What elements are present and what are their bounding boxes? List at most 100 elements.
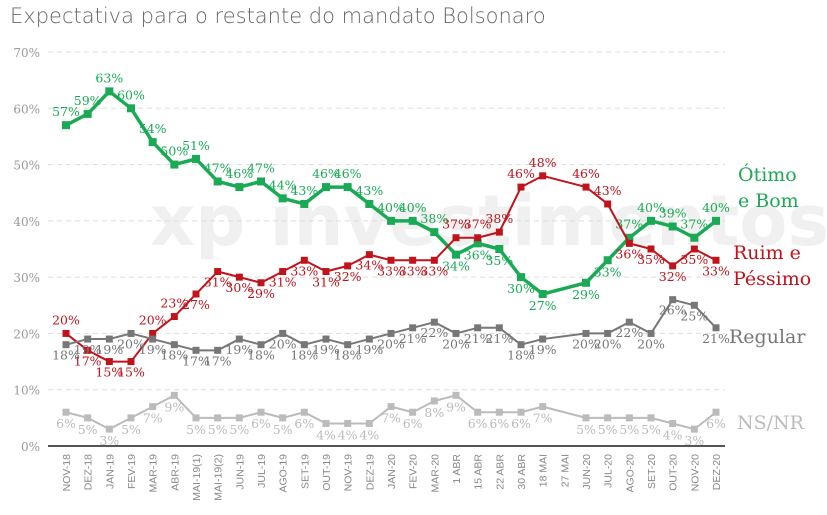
data-label: 30% — [507, 281, 535, 296]
data-label: 43% — [594, 183, 622, 198]
data-label: 20% — [637, 336, 665, 351]
data-label: 18% — [290, 348, 318, 363]
data-point — [604, 414, 612, 422]
data-label: 6% — [706, 416, 726, 431]
data-point — [84, 414, 92, 422]
x-tick-label: JUL-20 — [603, 454, 615, 488]
data-point — [344, 341, 352, 349]
x-tick-label: ABR-19 — [169, 454, 181, 491]
data-point — [430, 228, 439, 237]
data-point — [582, 414, 590, 422]
data-label: 19% — [225, 342, 253, 357]
data-point — [62, 408, 70, 416]
data-label: 48% — [529, 155, 557, 170]
data-label: 19% — [355, 342, 383, 357]
data-label: 5% — [78, 422, 98, 437]
data-label: 17% — [204, 353, 232, 368]
data-point — [343, 183, 352, 192]
data-label: 21% — [702, 331, 730, 346]
data-label: 4% — [663, 427, 683, 442]
data-label: 19% — [312, 342, 340, 357]
y-tick-label: 20% — [13, 327, 40, 341]
data-label: 36% — [464, 247, 492, 262]
data-point — [257, 279, 265, 287]
x-tick-label: JUN-19 — [234, 454, 246, 490]
data-point — [669, 262, 677, 270]
data-label: 31% — [204, 275, 232, 290]
data-point — [452, 391, 460, 399]
data-label: 6% — [403, 416, 423, 431]
data-point — [322, 419, 330, 427]
data-label: 31% — [269, 275, 297, 290]
data-point — [712, 256, 720, 264]
data-point — [690, 245, 698, 253]
data-point — [669, 296, 677, 304]
data-label: 47% — [204, 160, 232, 175]
data-point — [192, 290, 200, 298]
x-tick-label: FEV-20 — [408, 454, 420, 489]
data-point — [495, 408, 503, 416]
data-label: 6% — [489, 416, 509, 431]
data-label: 37% — [680, 217, 708, 232]
data-point — [279, 414, 287, 422]
x-tick-label: MAR-19 — [148, 454, 160, 493]
data-point — [387, 329, 395, 337]
legend-otimo-line2: e Bom — [738, 190, 799, 212]
x-tick-label: DEZ-18 — [83, 454, 95, 490]
data-label: 36% — [615, 246, 643, 261]
data-label: 9% — [446, 399, 466, 414]
data-point — [257, 177, 265, 186]
data-point — [257, 341, 265, 349]
data-label: 4% — [316, 427, 336, 442]
data-point — [473, 239, 482, 248]
data-label: 32% — [659, 269, 687, 284]
data-label: 18% — [160, 348, 188, 363]
data-label: 35% — [637, 252, 665, 267]
data-label: 5% — [576, 422, 596, 437]
data-point — [474, 234, 482, 242]
data-point — [192, 414, 200, 422]
y-tick-label: 50% — [13, 159, 40, 173]
data-point — [127, 104, 135, 113]
x-tick-label: 22 ABR — [494, 454, 506, 490]
y-tick-label: 30% — [13, 271, 40, 285]
data-label: 32% — [334, 269, 362, 284]
data-label: 25% — [680, 308, 708, 323]
data-point — [387, 403, 395, 411]
data-label: 27% — [529, 298, 557, 313]
y-tick-label: 0% — [21, 440, 40, 454]
data-point — [235, 183, 244, 192]
data-label: 46% — [572, 166, 600, 181]
data-label: 5% — [186, 422, 206, 437]
data-point — [712, 216, 720, 225]
data-point — [387, 216, 395, 225]
data-point — [300, 199, 309, 208]
data-point — [690, 233, 699, 242]
data-point — [149, 403, 157, 411]
x-tick-label: OUT-19 — [321, 454, 333, 491]
data-point — [647, 329, 655, 337]
data-point — [257, 408, 265, 416]
data-label: 33% — [377, 263, 405, 278]
data-point — [474, 408, 482, 416]
data-label: 46% — [225, 166, 253, 181]
x-tick-label: JUN-20 — [581, 454, 593, 490]
data-label: 47% — [247, 160, 275, 175]
data-point — [105, 358, 113, 366]
data-point — [690, 301, 698, 309]
data-label: 19% — [529, 342, 557, 357]
data-label: 15% — [95, 365, 123, 380]
data-label: 4% — [338, 427, 358, 442]
x-tick-label: AGO-19 — [278, 454, 290, 493]
data-point — [517, 408, 525, 416]
data-point — [539, 403, 547, 411]
data-label: 8% — [424, 405, 444, 420]
data-label: 4% — [359, 427, 379, 442]
data-point — [408, 216, 417, 225]
y-tick-label: 10% — [13, 384, 40, 398]
data-point — [452, 250, 460, 259]
data-label: 35% — [680, 252, 708, 267]
data-point — [387, 256, 395, 264]
data-point — [603, 256, 612, 265]
